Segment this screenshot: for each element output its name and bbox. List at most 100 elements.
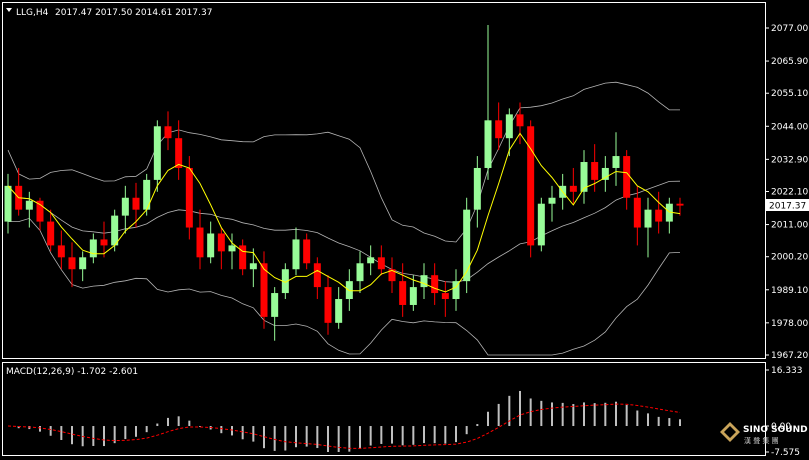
candle	[441, 281, 449, 317]
price-pane[interactable]	[2, 2, 766, 359]
macd-pane[interactable]	[2, 362, 766, 456]
candle	[25, 191, 33, 228]
candle	[228, 233, 236, 270]
candle	[153, 120, 161, 192]
candle	[196, 209, 204, 270]
candle	[4, 173, 12, 234]
candle-body	[527, 126, 535, 246]
candle-body	[25, 200, 33, 210]
candle-body	[57, 245, 65, 258]
candle	[217, 227, 225, 270]
candle	[569, 167, 577, 204]
candle	[505, 108, 513, 157]
price-tick-label: 2000.20	[771, 253, 808, 263]
candle-body	[271, 293, 279, 317]
candle	[548, 185, 556, 222]
candle	[89, 233, 97, 264]
candle-body	[580, 162, 588, 192]
candle-body	[623, 156, 631, 198]
candle	[36, 197, 44, 231]
candle-body	[36, 200, 44, 222]
candle	[420, 263, 428, 300]
candle-body	[68, 257, 76, 270]
candle	[207, 221, 215, 264]
candle-body	[335, 299, 343, 323]
price-tick-label: 2065.90	[771, 57, 808, 67]
candle-body	[612, 156, 620, 168]
candle-body	[665, 203, 673, 222]
candle-body	[399, 281, 407, 305]
candle-body	[644, 209, 652, 228]
price-tick-label: 2011.00	[771, 221, 808, 231]
candle	[57, 230, 65, 270]
candle	[239, 239, 247, 276]
candle-body	[452, 281, 460, 300]
candle-body	[463, 209, 471, 282]
candle	[409, 275, 417, 311]
candle	[580, 150, 588, 204]
macd-tick-label: -7.575	[771, 448, 800, 458]
candle-body	[569, 185, 577, 192]
candle-body	[505, 114, 513, 139]
candles	[4, 25, 684, 341]
price-tick-label: 2032.90	[771, 155, 808, 165]
candle	[399, 263, 407, 317]
svg-text:漢 聲 集 團: 漢 聲 集 團	[744, 436, 779, 445]
candle	[473, 156, 481, 228]
candle	[601, 156, 609, 192]
candle-body	[516, 114, 524, 127]
candle-body	[676, 203, 684, 206]
candle-body	[281, 269, 289, 294]
candle-body	[132, 197, 140, 210]
candle	[463, 197, 471, 294]
candle	[537, 197, 545, 252]
candle	[111, 209, 119, 252]
current-price-tag: 2017.37	[766, 199, 809, 212]
price-tick-label: 2077.00	[771, 24, 808, 34]
candle	[68, 242, 76, 288]
menu-triangle-icon[interactable]	[6, 8, 12, 12]
candle-body	[495, 120, 503, 139]
candle	[185, 156, 193, 240]
ohlc-readout: 2017.47 2017.50 2014.61 2017.37	[55, 8, 212, 18]
candle-body	[377, 257, 385, 270]
candle-body	[601, 167, 609, 180]
macd-label: MACD(12,26,9) -1.702 -2.601	[6, 367, 138, 377]
candle-body	[228, 245, 236, 252]
candle	[281, 263, 289, 300]
price-tick-label: 1989.10	[771, 286, 808, 296]
candle-body	[303, 239, 311, 264]
candle-body	[121, 197, 129, 216]
candle-body	[537, 203, 545, 246]
svg-text:2017.37: 2017.37	[769, 202, 806, 212]
candle	[175, 120, 183, 180]
candle-body	[100, 239, 108, 246]
candle	[260, 251, 268, 329]
candle	[612, 132, 620, 186]
bollinger-lower	[8, 217, 681, 356]
candle-body	[356, 263, 364, 282]
candle-body	[292, 239, 300, 270]
candle	[388, 257, 396, 294]
candle-body	[367, 257, 375, 264]
candle	[79, 251, 87, 282]
candle	[516, 102, 524, 145]
candle-body	[548, 197, 556, 204]
macd-signal-line	[7, 403, 681, 449]
candle	[324, 275, 332, 335]
macd-axis: 16.333 0.00 -7.575	[765, 366, 803, 458]
candle-body	[175, 138, 183, 168]
candle-body	[79, 257, 87, 270]
candle	[452, 269, 460, 311]
candle	[303, 233, 311, 270]
symbol-label: LLG,H4	[16, 8, 49, 18]
candle	[484, 25, 492, 180]
candle	[431, 263, 439, 305]
candle-body	[409, 287, 417, 305]
candle	[356, 251, 364, 294]
candle-body	[388, 269, 396, 282]
candle-body	[89, 239, 97, 258]
candle-body	[143, 179, 151, 210]
candle	[377, 245, 385, 276]
